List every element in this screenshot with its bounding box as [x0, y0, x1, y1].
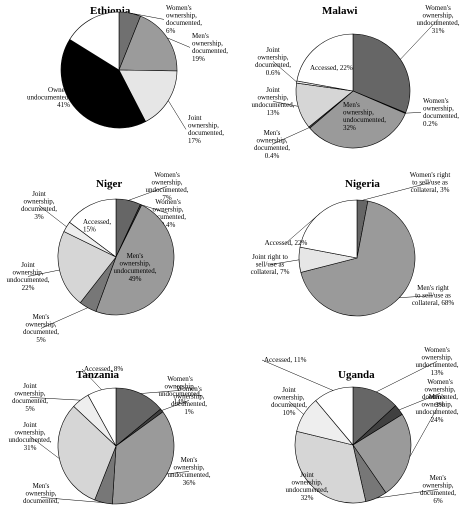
leader-line: [81, 368, 102, 390]
leader-line: [140, 390, 181, 394]
leader-line: [140, 204, 169, 214]
pie-slice: [315, 386, 354, 446]
leader-line: [168, 100, 187, 130]
slice-label: Joint ownership, documented, 3%: [21, 190, 57, 221]
pie-panel-malawi: Malawi Women's ownership, undocumented, 31% W…: [252, 4, 460, 160]
pie-slice: [352, 33, 411, 114]
pie-slice: [294, 430, 367, 504]
pie-slice: [118, 69, 178, 122]
pie-panel-ethiopia: Ethiopia Women's ownership, documented, 6%Me…: [27, 4, 228, 145]
pie-slice: [115, 387, 162, 447]
slice-label: Men's ownership, undocumented, 32%: [343, 101, 386, 132]
slice-label: Accessed, 11%: [264, 356, 307, 364]
leader-line: [29, 397, 81, 401]
leader-line: [29, 436, 60, 459]
slice-label: Owned, undocumented, 41%: [27, 86, 70, 109]
pie-slice: [296, 33, 354, 92]
slice-label: Men's ownership, undocumented, 36%: [168, 456, 211, 487]
leader-line: [362, 182, 431, 201]
slice-label: Joint ownership, documented, 17%: [188, 114, 224, 145]
slice-label: Women's right to sell/use as collateral, 3…: [410, 171, 451, 194]
slice-label: Joint ownership, undocumented, 31%: [9, 421, 52, 452]
leader-line: [376, 489, 439, 499]
slice-label: Joint ownership, documented, 5%: [12, 382, 48, 413]
chart-title: Tanzania: [76, 369, 120, 381]
slice-label: Women's ownership, documented, 1%: [171, 385, 207, 416]
chart-title: Uganda: [338, 369, 375, 381]
leader-line: [271, 127, 310, 145]
chart-title: Niger: [96, 178, 122, 190]
leader-line: [269, 259, 300, 265]
slice-label: Men's ownership, documented, 0.4%: [254, 129, 290, 160]
leader-line: [285, 213, 321, 244]
leader-line: [40, 497, 104, 503]
pie-slice: [95, 204, 175, 316]
leader-line: [129, 12, 165, 20]
pie-slice: [69, 198, 117, 258]
slice-label: Women's ownership, documented, 3%: [422, 378, 458, 409]
leader-line: [261, 359, 334, 391]
slice-label: Women's ownership, undocumented, 14%: [159, 375, 202, 406]
leader-line: [38, 205, 67, 227]
pie-panel-uganda: Uganda Women's ownership, undocumented, 13%W…: [261, 346, 459, 505]
leader-line: [409, 408, 438, 458]
slice-label: Men's ownership, undocumented, 24%: [416, 393, 459, 424]
leader-line: [40, 307, 88, 329]
leader-line: [399, 295, 434, 298]
leader-line: [288, 401, 304, 415]
slice-label: Joint ownership, documented, 10%: [271, 386, 307, 417]
pie-slice: [87, 387, 117, 447]
slice-label: Joint ownership, undocumented, 22%: [7, 261, 50, 292]
slice-label: Women's ownership, documented, 0.2%: [423, 97, 459, 128]
pie-panel-tanzania: Tanzania Women's ownership, undocumented, 14…: [9, 365, 211, 506]
leader-line: [400, 19, 439, 60]
pie-slice: [309, 90, 406, 149]
pie-slice: [57, 405, 117, 501]
slice-label: Women's ownership, undocumented, 31%: [417, 4, 460, 35]
slice-label: Men's ownership, documented, 6%: [420, 474, 456, 505]
pie-panel-nigeria: Nigeria Women's right to sell/use as collat…: [251, 171, 455, 317]
pie-slice: [69, 11, 120, 71]
slice-label: Men's right to sell/use as collateral, 68%: [412, 284, 455, 307]
slice-label: Accessed, 8%: [84, 365, 123, 373]
pie-slice: [112, 411, 175, 505]
leader-line: [128, 186, 168, 201]
leader-line: [272, 101, 299, 107]
slice-label: Joint ownership, undocumented, 13%: [252, 86, 295, 117]
leader-line: [376, 361, 438, 393]
slice-label: Men's ownership, documented, 19%: [192, 32, 228, 63]
pie-slice: [300, 200, 416, 317]
leader-line: [161, 400, 190, 411]
slice-label: Women's ownership, documented, 0.4%: [150, 198, 186, 229]
leader-line: [405, 112, 422, 114]
slice-label: Women's ownership, undocumented, 7%: [146, 171, 189, 202]
leader-line: [27, 269, 60, 277]
pie-slice: [57, 231, 117, 304]
leader-line: [272, 61, 297, 83]
pie-panel-niger: Niger Women's ownership, undocumented, 7%Wom…: [7, 171, 189, 344]
slice-label: Women's ownership, documented, 6%: [166, 4, 202, 35]
pie-slice: [60, 39, 146, 129]
slice-label: Men's ownership, undocumented, 49%: [114, 252, 157, 283]
leader-line: [167, 37, 191, 48]
leader-line: [399, 393, 441, 411]
chart-title: Nigeria: [345, 178, 380, 190]
slice-label: Women's ownership, undocumented, 13%: [416, 346, 459, 377]
slice-label: Accessed, 22%: [310, 64, 353, 72]
slice-label: Joint ownership, documented, 0.6%: [255, 46, 291, 77]
slice-label: Joint ownership, undocumented, 32%: [286, 471, 329, 502]
chart-title: Malawi: [322, 5, 357, 17]
leader-line: [166, 471, 190, 475]
slice-label: Accessed, 16%: [81, 72, 109, 88]
slice-label: Accessed, 15%: [83, 218, 111, 234]
